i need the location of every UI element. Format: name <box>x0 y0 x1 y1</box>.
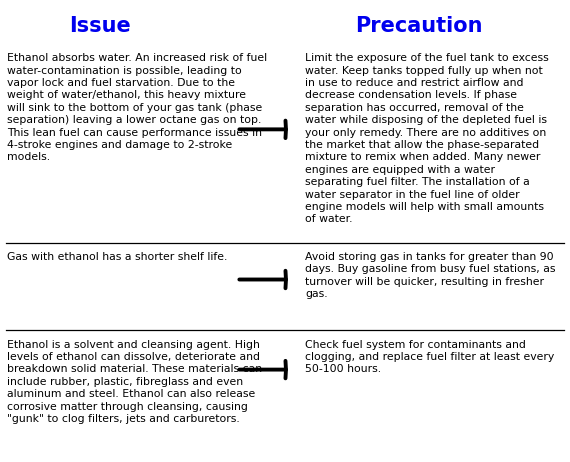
Text: Avoid storing gas in tanks for greater than 90
days. Buy gasoline from busy fuel: Avoid storing gas in tanks for greater t… <box>305 252 555 299</box>
Text: Gas with ethanol has a shorter shelf life.: Gas with ethanol has a shorter shelf lif… <box>7 252 227 262</box>
Text: Check fuel system for contaminants and
clogging, and replace fuel filter at leas: Check fuel system for contaminants and c… <box>305 340 554 374</box>
Text: Ethanol absorbs water. An increased risk of fuel
water-contamination is possible: Ethanol absorbs water. An increased risk… <box>7 53 267 162</box>
Text: Issue: Issue <box>69 16 131 36</box>
Text: Ethanol is a solvent and cleansing agent. High
levels of ethanol can dissolve, d: Ethanol is a solvent and cleansing agent… <box>7 340 262 424</box>
Text: Precaution: Precaution <box>355 16 483 36</box>
Text: Limit the exposure of the fuel tank to excess
water. Keep tanks topped fully up : Limit the exposure of the fuel tank to e… <box>305 53 549 225</box>
